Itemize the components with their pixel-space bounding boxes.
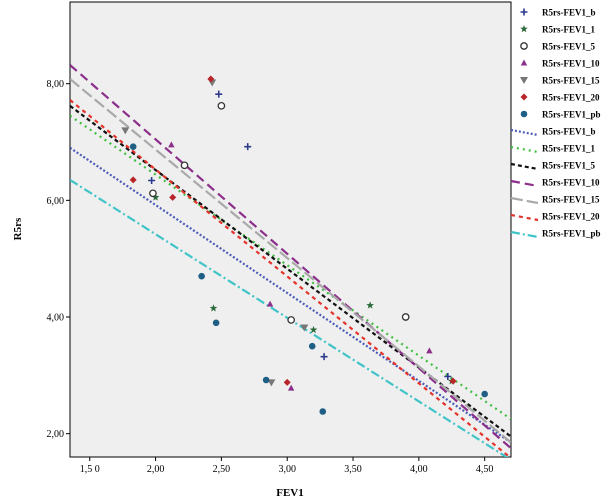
point-s1-1 [148, 177, 156, 184]
fit-line-6 [70, 99, 511, 457]
point-s3-2 [180, 161, 189, 170]
legend-marker-1 [520, 8, 528, 16]
legend-label: R5rs-FEV1_10 [542, 178, 600, 188]
x-tick-label: 4,00 [410, 464, 428, 475]
point-s2-2 [209, 304, 218, 312]
legend-marker-4 [520, 59, 528, 66]
legend-line-7 [510, 230, 539, 239]
y-tick-label: 8,00 [47, 79, 65, 90]
legend-label: R5rs-FEV1_b [542, 8, 596, 18]
x-axis: 1,5 0 2,00 2,50 3,00 3,50 4,00 4,50 [80, 457, 494, 475]
point-s2-1 [151, 193, 160, 201]
legend-marker-5 [520, 77, 528, 84]
point-s1-4 [320, 353, 328, 361]
point-s6-1 [129, 176, 137, 184]
legend-label: R5rs-FEV1_5 [542, 161, 595, 171]
point-s7-4 [262, 376, 270, 384]
point-s7-3 [212, 319, 220, 327]
legend-line-1 [510, 128, 539, 137]
fit-line-1 [70, 146, 511, 444]
x-tick-label: 2,00 [147, 464, 165, 475]
legend-label: R5rs-FEV1_b [542, 127, 596, 137]
x-tick-label: 3,00 [278, 464, 296, 475]
point-s7-2 [198, 272, 205, 280]
legend-line-6 [510, 213, 539, 222]
y-tick-label: 6,00 [47, 196, 65, 207]
point-s3-1 [149, 189, 157, 198]
point-s4-1 [168, 141, 175, 148]
x-tick-label: 2,50 [213, 464, 231, 475]
point-s2-4 [366, 301, 374, 309]
point-s6-2 [169, 193, 177, 201]
legend-label: R5rs-FEV1_1 [542, 144, 595, 154]
point-s7-6 [319, 408, 327, 415]
point-s5-4 [300, 324, 309, 332]
point-s5-1 [121, 127, 130, 135]
point-s3-4 [287, 316, 296, 324]
legend-line-3 [510, 162, 539, 171]
point-s7-1 [129, 143, 137, 150]
x-tick-label: 4,50 [476, 464, 494, 475]
point-s3-5 [401, 313, 410, 321]
point-s4-2 [266, 300, 274, 307]
y-axis: 2,00 4,00 6,00 8,00 [47, 79, 70, 440]
legend-line-5 [510, 196, 539, 205]
legend-label: R5rs-FEV1_10 [542, 59, 600, 69]
legend-label: R5rs-FEV1_pb [542, 229, 601, 239]
y-axis-title: R5rs [12, 217, 24, 240]
legend-line-4 [510, 179, 539, 188]
legend-marker-7 [520, 110, 528, 118]
point-s4-3 [287, 384, 295, 391]
point-s1-2 [215, 90, 223, 98]
point-s2-3 [309, 325, 318, 334]
legend-label: R5rs-FEV1_20 [542, 93, 600, 103]
legend-marker-2 [520, 25, 528, 33]
data-points [121, 75, 488, 415]
x-tick-label: 1,5 0 [80, 464, 100, 475]
legend: R5rs-FEV1_b R5rs-FEV1_1 R5rs-FEV1_5 R5rs-FE… [510, 8, 601, 239]
x-tick-label: 3,50 [344, 464, 362, 475]
legend-label: R5rs-FEV1_20 [542, 212, 600, 222]
point-s6-4 [283, 378, 291, 386]
legend-label: R5rs-FEV1_pb [542, 110, 601, 120]
point-s1-3 [244, 143, 252, 151]
y-tick-label: 2,00 [47, 429, 65, 440]
point-s6-3 [207, 75, 215, 83]
y-tick-label: 4,00 [47, 313, 65, 324]
point-s6-5 [449, 377, 457, 385]
point-s3-3 [217, 101, 226, 110]
point-s1-5 [444, 373, 452, 380]
legend-marker-3 [520, 42, 528, 50]
legend-line-2 [510, 145, 539, 154]
legend-label: R5rs-FEV1_1 [542, 25, 595, 35]
point-s4-4 [426, 347, 433, 354]
legend-label: R5rs-FEV1_15 [542, 76, 600, 86]
legend-marker-6 [520, 93, 528, 101]
x-axis-title: FEV1 [276, 487, 304, 499]
point-s5-3 [267, 379, 276, 387]
legend-label: R5rs-FEV1_5 [542, 42, 595, 52]
fit-line-3 [70, 104, 511, 438]
legend-label: R5rs-FEV1_15 [542, 195, 600, 205]
point-s7-5 [308, 342, 316, 350]
point-s7-7 [481, 390, 488, 398]
